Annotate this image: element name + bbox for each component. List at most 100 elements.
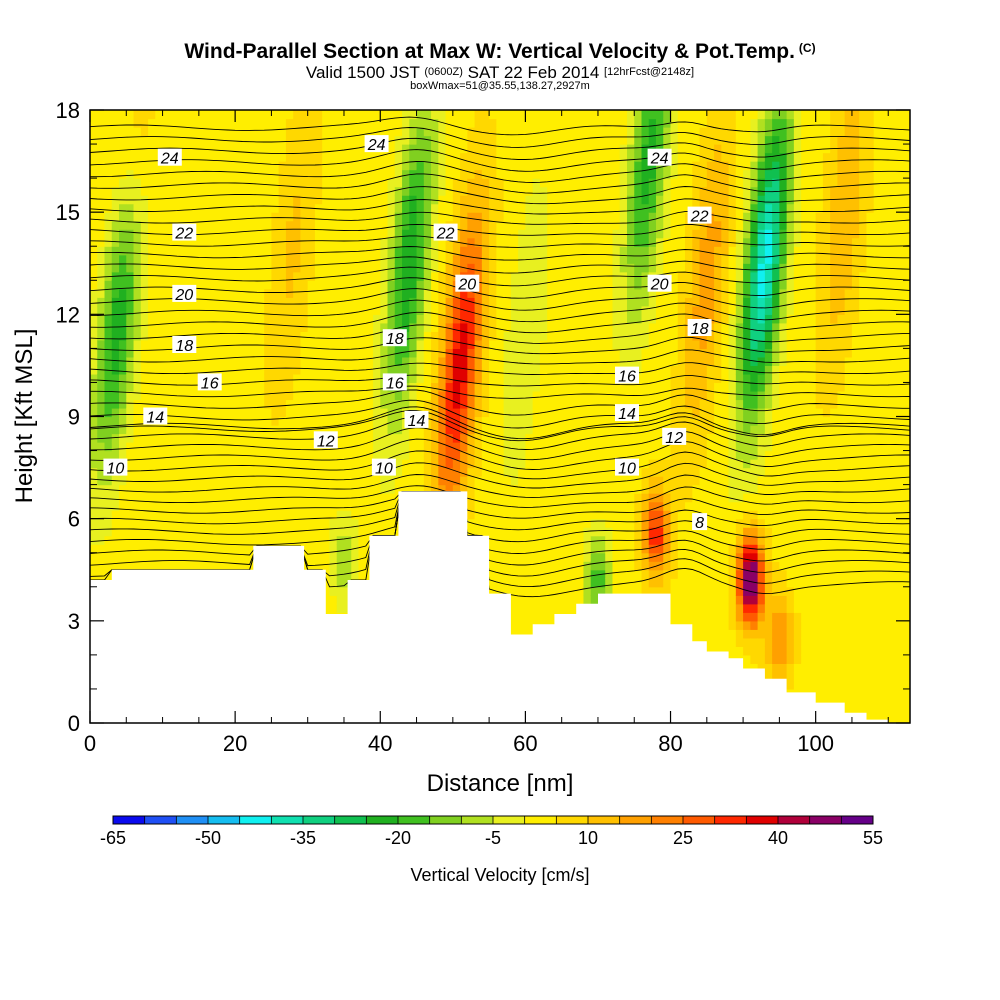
velocity-cell xyxy=(285,425,294,435)
velocity-cell xyxy=(155,493,164,503)
velocity-cell xyxy=(133,493,142,503)
velocity-cell xyxy=(206,322,214,332)
velocity-cell xyxy=(249,305,258,315)
velocity-cell xyxy=(402,467,410,477)
velocity-cell xyxy=(256,186,265,196)
velocity-cell xyxy=(343,212,352,222)
velocity-cell xyxy=(162,297,171,307)
velocity-cell xyxy=(547,476,556,486)
velocity-cell xyxy=(242,212,251,222)
velocity-cell xyxy=(539,220,548,230)
velocity-cell xyxy=(496,110,505,120)
velocity-cell xyxy=(561,237,570,247)
velocity-cell xyxy=(322,305,331,315)
velocity-cell xyxy=(474,246,483,256)
velocity-cell xyxy=(503,373,512,384)
velocity-cell xyxy=(242,263,251,273)
velocity-cell xyxy=(227,399,236,409)
velocity-cell xyxy=(111,365,120,375)
velocity-cell xyxy=(532,476,541,486)
velocity-cell xyxy=(438,178,447,188)
velocity-cell xyxy=(496,271,505,281)
velocity-cell xyxy=(322,271,331,281)
velocity-cell xyxy=(90,110,98,120)
velocity-cell xyxy=(438,203,447,213)
velocity-cell xyxy=(431,152,439,162)
velocity-cell xyxy=(322,467,331,477)
velocity-cell xyxy=(431,288,439,298)
velocity-cell xyxy=(518,510,526,520)
velocity-cell xyxy=(474,510,483,520)
velocity-cell xyxy=(554,595,563,605)
velocity-cell xyxy=(198,552,207,562)
velocity-cell xyxy=(554,382,563,392)
velocity-cell xyxy=(264,220,273,230)
velocity-cell xyxy=(206,169,214,179)
velocity-cell xyxy=(380,348,389,358)
velocity-cell xyxy=(206,416,214,426)
velocity-cell xyxy=(242,254,251,264)
velocity-cell xyxy=(460,203,468,213)
velocity-cell xyxy=(220,288,229,298)
velocity-cell xyxy=(256,212,265,222)
velocity-cell xyxy=(329,161,338,171)
velocity-cell xyxy=(271,442,280,452)
velocity-cell xyxy=(314,552,323,562)
velocity-cell xyxy=(264,127,273,137)
velocity-cell xyxy=(351,331,360,341)
velocity-cell xyxy=(169,552,178,562)
velocity-cell xyxy=(474,518,483,528)
velocity-cell xyxy=(510,399,519,409)
velocity-cell xyxy=(351,459,360,469)
velocity-cell xyxy=(278,459,287,469)
velocity-cell xyxy=(445,314,454,324)
velocity-cell xyxy=(496,297,505,307)
velocity-cell xyxy=(373,356,381,367)
velocity-cell xyxy=(300,288,309,298)
velocity-cell xyxy=(525,161,534,171)
velocity-cell xyxy=(561,203,570,213)
velocity-cell xyxy=(242,135,251,145)
velocity-cell xyxy=(561,254,570,264)
velocity-cell xyxy=(169,527,178,537)
velocity-cell xyxy=(416,246,425,256)
velocity-cell xyxy=(467,467,476,477)
velocity-cell xyxy=(358,348,367,358)
velocity-cell xyxy=(264,416,273,426)
velocity-cell xyxy=(206,186,214,196)
velocity-cell xyxy=(300,339,309,349)
velocity-cell xyxy=(271,195,280,205)
velocity-cell xyxy=(126,510,135,520)
velocity-cell xyxy=(300,365,309,375)
velocity-cell xyxy=(169,186,178,196)
velocity-cell xyxy=(162,348,171,358)
velocity-cell xyxy=(510,314,519,324)
velocity-cell xyxy=(467,476,476,486)
velocity-cell xyxy=(496,322,505,332)
velocity-cell xyxy=(119,110,127,120)
velocity-cell xyxy=(97,467,106,477)
velocity-cell xyxy=(561,178,570,188)
velocity-cell xyxy=(489,127,497,137)
velocity-cell xyxy=(206,544,214,554)
velocity-cell xyxy=(358,459,367,469)
velocity-cell xyxy=(373,450,381,460)
velocity-cell xyxy=(148,356,156,367)
velocity-cell xyxy=(155,288,164,298)
velocity-cell xyxy=(402,212,410,222)
velocity-cell xyxy=(503,152,512,162)
velocity-cell xyxy=(583,518,592,528)
velocity-cell xyxy=(162,339,171,349)
velocity-cell xyxy=(336,356,345,367)
velocity-cell xyxy=(394,399,403,409)
velocity-cell xyxy=(307,518,316,528)
velocity-cell xyxy=(358,544,367,554)
velocity-cell xyxy=(496,263,505,273)
velocity-cell xyxy=(97,518,106,528)
velocity-cell xyxy=(460,118,468,128)
velocity-cell xyxy=(532,314,541,324)
velocity-cell xyxy=(510,552,519,562)
velocity-cell xyxy=(365,322,374,332)
velocity-cell xyxy=(489,382,497,392)
velocity-cell xyxy=(97,246,106,256)
